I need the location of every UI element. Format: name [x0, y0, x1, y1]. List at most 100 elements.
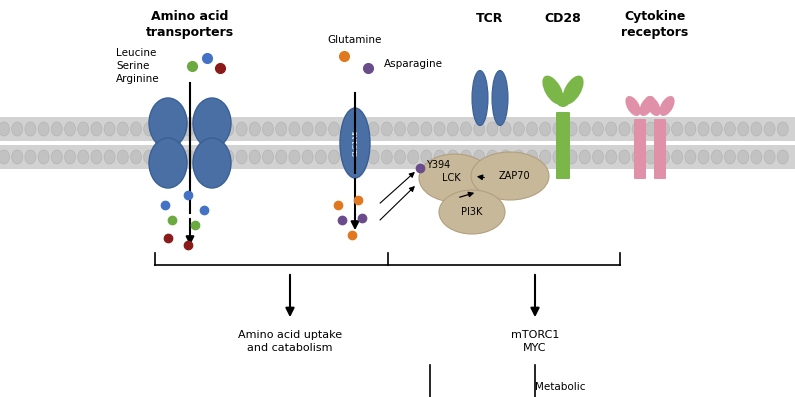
Ellipse shape — [514, 150, 524, 164]
Ellipse shape — [646, 96, 661, 116]
Ellipse shape — [64, 122, 76, 136]
Ellipse shape — [698, 150, 709, 164]
Text: Asparagine: Asparagine — [384, 59, 443, 69]
Ellipse shape — [580, 150, 591, 164]
Ellipse shape — [434, 150, 445, 164]
Ellipse shape — [184, 150, 194, 164]
FancyBboxPatch shape — [556, 112, 570, 179]
Ellipse shape — [448, 122, 458, 136]
Ellipse shape — [487, 122, 498, 136]
Ellipse shape — [289, 122, 300, 136]
Ellipse shape — [210, 150, 221, 164]
Ellipse shape — [289, 150, 300, 164]
Ellipse shape — [38, 150, 49, 164]
Ellipse shape — [12, 150, 23, 164]
Ellipse shape — [104, 122, 115, 136]
Ellipse shape — [764, 150, 775, 164]
Ellipse shape — [592, 122, 603, 136]
Ellipse shape — [494, 165, 506, 195]
Ellipse shape — [632, 150, 643, 164]
Ellipse shape — [500, 122, 511, 136]
Ellipse shape — [104, 150, 115, 164]
Ellipse shape — [382, 150, 392, 164]
Ellipse shape — [474, 150, 485, 164]
FancyBboxPatch shape — [634, 119, 646, 179]
Ellipse shape — [193, 98, 231, 148]
Ellipse shape — [553, 122, 564, 136]
Ellipse shape — [196, 122, 207, 136]
Ellipse shape — [170, 122, 181, 136]
Ellipse shape — [157, 150, 168, 164]
Ellipse shape — [408, 122, 419, 136]
Ellipse shape — [64, 150, 76, 164]
Ellipse shape — [724, 122, 735, 136]
Text: Amino acid
transporters: Amino acid transporters — [146, 10, 234, 39]
Ellipse shape — [672, 150, 683, 164]
Text: SLC1A5: SLC1A5 — [352, 130, 358, 156]
Ellipse shape — [487, 150, 498, 164]
Ellipse shape — [368, 150, 379, 164]
Ellipse shape — [276, 150, 287, 164]
Ellipse shape — [394, 150, 405, 164]
Ellipse shape — [685, 150, 696, 164]
Ellipse shape — [355, 122, 366, 136]
Ellipse shape — [434, 122, 445, 136]
Ellipse shape — [52, 122, 62, 136]
Ellipse shape — [472, 71, 488, 125]
Ellipse shape — [659, 96, 675, 116]
Text: LCK: LCK — [442, 173, 460, 183]
Ellipse shape — [118, 122, 128, 136]
Ellipse shape — [144, 122, 155, 136]
Ellipse shape — [382, 122, 392, 136]
Ellipse shape — [540, 122, 551, 136]
Text: Y394: Y394 — [426, 160, 450, 170]
Ellipse shape — [658, 150, 669, 164]
Ellipse shape — [408, 150, 419, 164]
Ellipse shape — [419, 154, 491, 202]
Text: Cytokine
receptors: Cytokine receptors — [622, 10, 688, 39]
Ellipse shape — [500, 150, 511, 164]
Ellipse shape — [460, 150, 471, 164]
Ellipse shape — [302, 150, 313, 164]
Ellipse shape — [262, 122, 273, 136]
Ellipse shape — [78, 150, 89, 164]
Ellipse shape — [738, 122, 749, 136]
Text: Leucine
Serine
Arginine: Leucine Serine Arginine — [116, 48, 160, 85]
Ellipse shape — [764, 122, 775, 136]
Ellipse shape — [646, 122, 657, 136]
Ellipse shape — [144, 150, 155, 164]
Ellipse shape — [619, 150, 630, 164]
Ellipse shape — [474, 165, 486, 195]
Text: TCR: TCR — [476, 12, 504, 25]
Ellipse shape — [250, 122, 260, 136]
Ellipse shape — [778, 122, 789, 136]
Ellipse shape — [0, 150, 10, 164]
Ellipse shape — [236, 122, 247, 136]
Ellipse shape — [672, 122, 683, 136]
Ellipse shape — [751, 122, 762, 136]
Ellipse shape — [223, 150, 234, 164]
Ellipse shape — [474, 122, 485, 136]
Ellipse shape — [157, 122, 168, 136]
Ellipse shape — [170, 150, 181, 164]
Ellipse shape — [328, 122, 339, 136]
Ellipse shape — [778, 150, 789, 164]
Ellipse shape — [262, 150, 273, 164]
Text: ZAP70: ZAP70 — [498, 171, 529, 181]
Ellipse shape — [210, 122, 221, 136]
Ellipse shape — [540, 150, 551, 164]
FancyBboxPatch shape — [654, 119, 666, 179]
Ellipse shape — [562, 75, 584, 104]
Ellipse shape — [580, 122, 591, 136]
Text: Glutamine: Glutamine — [328, 35, 382, 45]
Ellipse shape — [632, 122, 643, 136]
Ellipse shape — [619, 122, 630, 136]
Ellipse shape — [193, 138, 231, 188]
Ellipse shape — [91, 122, 102, 136]
FancyBboxPatch shape — [0, 145, 795, 169]
Ellipse shape — [91, 150, 102, 164]
Ellipse shape — [460, 122, 471, 136]
Ellipse shape — [526, 150, 537, 164]
Ellipse shape — [149, 98, 187, 148]
Ellipse shape — [340, 108, 370, 178]
